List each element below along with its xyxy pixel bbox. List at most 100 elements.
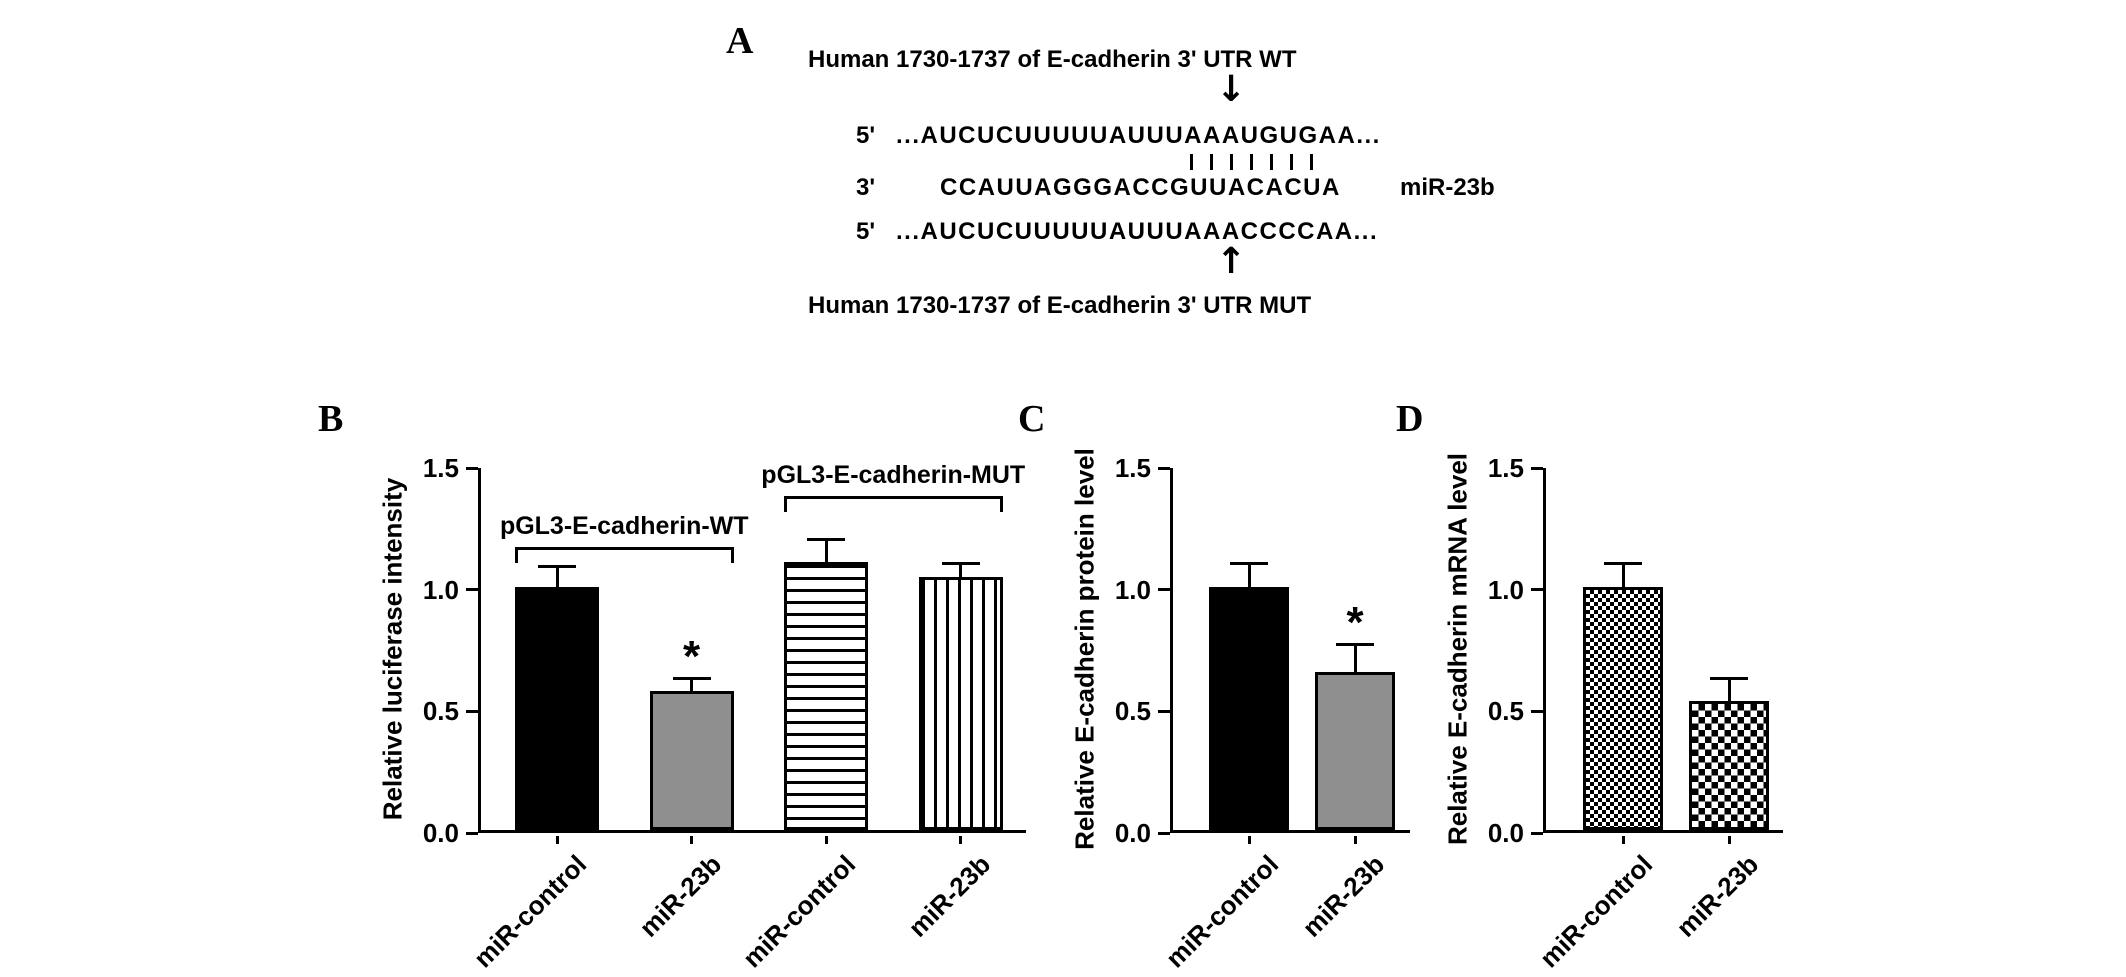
- base-pair-line: [1310, 154, 1313, 170]
- base-pair-line: [1250, 154, 1253, 170]
- protein-level-bar-chart: Relative E-cadherin protein level 0.0 0.5…: [1070, 448, 1410, 973]
- base-pair-line: [1190, 154, 1193, 170]
- x-axis-tick: [555, 836, 559, 844]
- utr-wt-title: Human 1730-1737 of E-cadherin 3' UTR WT: [808, 46, 1297, 73]
- y-tick-label: 1.5: [422, 453, 459, 483]
- y-axis-label-mrna: Relative E-cadherin mRNA level: [1442, 452, 1473, 846]
- y-axis-tick: [1158, 588, 1170, 592]
- error-bar-cap: [1710, 676, 1748, 680]
- wt-sequence: ...AUCUCUUUUUAUUUAAAUGUGAA...: [896, 122, 1381, 149]
- pairing-bars: [1190, 154, 1313, 170]
- x-tick-label: miR-control: [1159, 849, 1285, 974]
- y-tick-label: 0.0: [422, 818, 459, 848]
- error-bar-cap: [1604, 562, 1642, 566]
- group-bracket-end: [730, 548, 734, 564]
- y-axis-tick: [466, 709, 478, 713]
- panel-a-label: A: [726, 20, 754, 62]
- error-bar: [1621, 562, 1625, 587]
- group-bracket: [784, 495, 1003, 499]
- group-bracket-label: pGL3-E-cadherin-MUT: [761, 461, 1026, 490]
- mrna-level-bar-chart: Relative E-cadherin mRNA level 0.0 0.5 1.0…: [1443, 453, 1783, 973]
- y-tick-label: 0.0: [1114, 818, 1151, 848]
- error-bar-cap: [941, 562, 980, 566]
- y-tick-label: 1.0: [1114, 574, 1151, 605]
- utr-mut-title: Human 1730-1737 of E-cadherin 3' UTR MUT: [808, 292, 1312, 319]
- mut-strand-prefix: 5': [856, 218, 876, 245]
- error-bar: [555, 564, 559, 587]
- x-axis-tick: [824, 836, 828, 844]
- error-bar-cap: [1230, 562, 1268, 566]
- group-bracket-end: [515, 548, 518, 564]
- x-axis-tick: [1247, 836, 1251, 844]
- error-bar: [824, 538, 828, 563]
- luciferase-bar-chart: Relative luciferase intensity 0.0 0.5 1.0 1…: [378, 453, 1026, 973]
- mir-strand-prefix: 3': [856, 174, 876, 201]
- y-tick-label: 1.0: [422, 574, 459, 605]
- y-tick-label: 1.5: [1114, 453, 1151, 483]
- group-bracket-label: pGL3-E-cadherin-WT: [499, 512, 749, 541]
- y-tick-label: 1.5: [1487, 453, 1524, 483]
- x-axis-tick: [690, 836, 693, 844]
- error-bar-cap: [538, 564, 576, 568]
- significance-star: *: [682, 631, 701, 681]
- x-tick-label: miR-control: [1533, 849, 1659, 974]
- x-tick-label: miR-23b: [632, 849, 727, 943]
- x-tick-label: miR-control: [736, 849, 862, 974]
- error-bar-cap: [1336, 642, 1374, 646]
- bar: [649, 691, 734, 830]
- y-tick-label: 0.5: [1114, 696, 1151, 727]
- base-pair-line: [1230, 154, 1233, 170]
- y-axis-tick: [1158, 466, 1170, 470]
- panel-a-sequence-alignment: A Human 1730-1737 of E-cadherin 3' UTR W…: [700, 20, 1580, 350]
- significance-star: *: [1346, 597, 1364, 647]
- panel-b-label: B: [318, 398, 344, 440]
- x-axis-tick: [1621, 836, 1625, 844]
- y-axis-tick: [1531, 588, 1543, 592]
- arrow-down-icon: ↓: [1216, 69, 1247, 110]
- error-bar: [959, 562, 962, 577]
- y-tick-label: 0.0: [1487, 818, 1524, 848]
- y-axis-label-protein: Relative E-cadherin protein level: [1069, 448, 1100, 850]
- bar: [1583, 586, 1663, 830]
- error-bar-cap: [807, 538, 845, 541]
- x-axis-tick: [1727, 836, 1731, 844]
- x-axis-tick: [1353, 836, 1357, 844]
- x-tick-label: miR-control: [467, 849, 593, 974]
- y-axis-tick: [1531, 709, 1543, 713]
- x-tick-label: miR-23b: [1296, 849, 1391, 943]
- base-pair-line: [1210, 154, 1213, 170]
- x-tick-label: miR-23b: [901, 849, 996, 943]
- base-pair-line: [1270, 154, 1273, 170]
- mir-23b-name: miR-23b: [1400, 174, 1495, 201]
- bar: [515, 586, 599, 830]
- y-tick-label: 0.5: [422, 696, 459, 727]
- y-axis-tick: [1531, 831, 1543, 835]
- bar: [1209, 586, 1289, 830]
- y-tick-label: 1.0: [1487, 574, 1524, 605]
- y-axis-tick: [1158, 831, 1170, 835]
- error-bar: [690, 676, 693, 692]
- panel-c-label: C: [1018, 398, 1046, 440]
- arrow-up-icon: ↑: [1216, 241, 1247, 282]
- wt-strand-prefix: 5': [856, 122, 876, 149]
- y-tick-label: 0.5: [1487, 696, 1524, 727]
- bar: [784, 562, 868, 830]
- x-tick-label: miR-23b: [1670, 849, 1765, 943]
- base-pair-line: [1290, 154, 1293, 170]
- error-bar: [1247, 562, 1251, 587]
- error-bar-cap: [672, 676, 711, 680]
- y-axis-tick: [466, 466, 478, 470]
- error-bar: [1353, 642, 1357, 672]
- mir-23b-sequence: CCAUUAGGGACCGUUACACUA: [940, 174, 1341, 201]
- y-axis-tick: [466, 831, 478, 835]
- y-axis-tick: [1531, 466, 1543, 470]
- group-bracket-end: [999, 497, 1003, 513]
- panel-d-label: D: [1396, 398, 1424, 440]
- bar: [1689, 701, 1769, 830]
- group-bracket: [515, 546, 734, 550]
- bar: [918, 576, 1003, 830]
- mut-sequence: ...AUCUCUUUUUAUUUAAACCCCAA...: [896, 218, 1379, 245]
- y-axis-tick: [466, 588, 478, 592]
- x-axis-tick: [959, 836, 962, 844]
